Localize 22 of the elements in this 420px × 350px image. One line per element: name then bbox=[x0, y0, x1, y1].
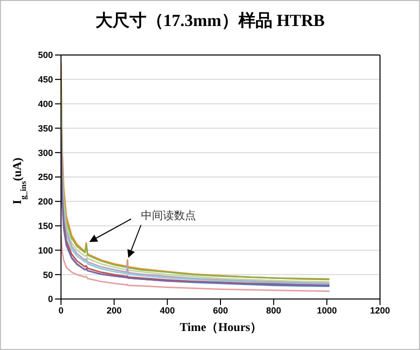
x-tick-label: 800 bbox=[266, 305, 282, 316]
y-tick-label: 100 bbox=[38, 245, 53, 256]
x-tick-label: 400 bbox=[160, 305, 175, 316]
y-tick-label: 250 bbox=[38, 172, 53, 182]
x-tick-label: 600 bbox=[212, 305, 228, 316]
x-tick-label: 200 bbox=[106, 305, 122, 316]
y-tick-label: 500 bbox=[38, 50, 53, 60]
x-axis-title: Time（Hours） bbox=[180, 320, 262, 334]
y-tick-label: 300 bbox=[38, 148, 53, 158]
x-tick-label: 1000 bbox=[316, 305, 337, 316]
y-tick-label: 350 bbox=[38, 123, 53, 134]
y-tick-label: 150 bbox=[38, 220, 53, 231]
x-tick-label: 1200 bbox=[370, 305, 390, 316]
y-tick-label: 50 bbox=[42, 270, 53, 280]
line-series bbox=[61, 234, 330, 292]
y-tick-label: 200 bbox=[38, 196, 53, 207]
y-tick-label: 450 bbox=[38, 74, 53, 85]
y-tick-label: 400 bbox=[38, 98, 53, 109]
chart-title: 大尺寸（17.3mm）样品 HTRB bbox=[94, 10, 326, 32]
annotation: 中间读数点 bbox=[141, 209, 196, 222]
y-tick-label: 0 bbox=[48, 294, 53, 304]
x-tick-label: 0 bbox=[58, 305, 64, 316]
